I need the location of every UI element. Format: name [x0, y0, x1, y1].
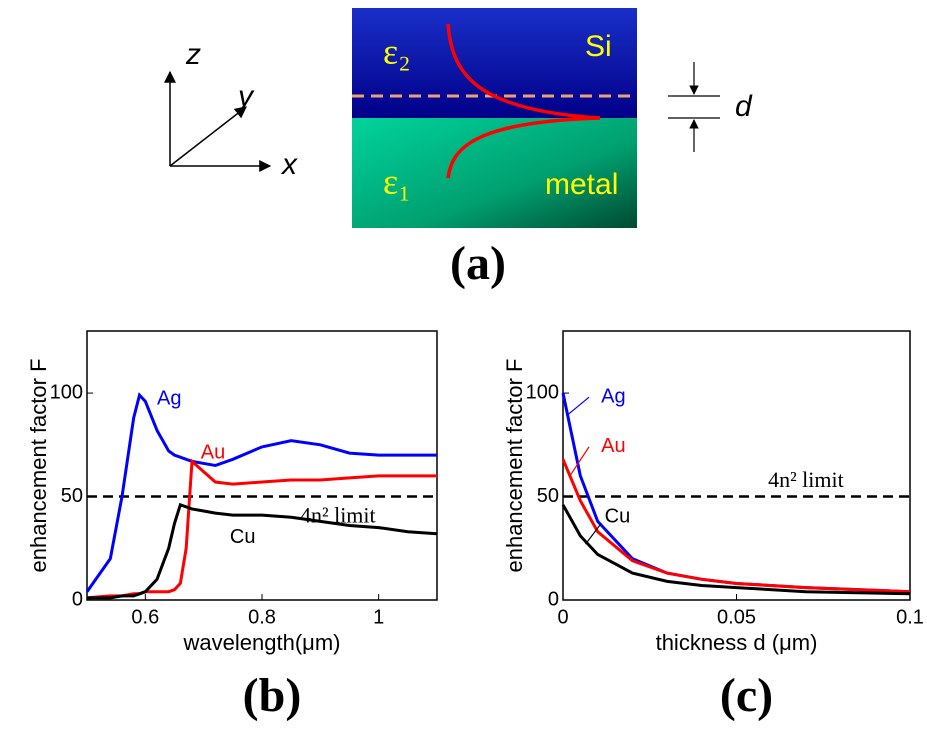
layer-label: metal	[545, 168, 618, 201]
thickness-marker	[668, 62, 720, 152]
series-label: Cu	[230, 526, 256, 548]
y-tick-label: 50	[61, 485, 83, 507]
panel-label: (c)	[720, 669, 773, 722]
axis-label: y	[236, 80, 255, 113]
series-line	[563, 393, 910, 592]
page: z y x ε₂ Si ε₁ metal d (a) 0 50 100 0.6 0.8 1…	[0, 0, 927, 735]
plot-frame	[87, 331, 437, 600]
coordinate-axes	[170, 72, 270, 166]
series-label: Ag	[601, 385, 625, 407]
permittivity-label: ε₁	[383, 161, 411, 201]
x-tick-label: 1	[373, 606, 384, 628]
layer-label: Si	[585, 30, 612, 63]
y-axis-label: enhancement factor F	[502, 358, 527, 572]
figure: z y x ε₂ Si ε₁ metal d (a) 0 50 100 0.6 0.8 1…	[0, 0, 927, 730]
x-tick-label: 0.1	[896, 606, 924, 628]
series-line	[87, 505, 437, 598]
series-label: Ag	[157, 388, 181, 410]
y-tick-label: 50	[537, 485, 559, 507]
x-tick-label: 0.8	[248, 606, 276, 628]
x-axis-label: wavelength(μm)	[183, 630, 341, 655]
series-label: Au	[201, 441, 225, 463]
y-tick-label: 0	[72, 588, 83, 610]
x-tick-label: 0.6	[131, 606, 159, 628]
axis-label: z	[185, 38, 201, 71]
x-tick-label: 0.05	[717, 606, 756, 628]
series-line	[87, 395, 437, 592]
panel-label: (b)	[243, 669, 302, 722]
leader-line	[566, 397, 589, 416]
plot-frame	[563, 331, 910, 600]
x-tick-label: 0	[557, 606, 568, 628]
thickness-label: d	[735, 90, 753, 123]
panel-label: (a)	[450, 237, 506, 290]
limit-label: 4n² limit	[768, 467, 844, 492]
y-tick-label: 100	[50, 381, 83, 403]
y-tick-label: 100	[526, 381, 559, 403]
x-axis-label: thickness d (μm)	[656, 630, 818, 655]
y-axis-label: enhancement factor F	[26, 358, 51, 572]
axis-label: x	[280, 148, 298, 181]
series-label: Au	[601, 435, 625, 457]
permittivity-label: ε₂	[383, 31, 411, 71]
series-label: Cu	[605, 506, 631, 528]
